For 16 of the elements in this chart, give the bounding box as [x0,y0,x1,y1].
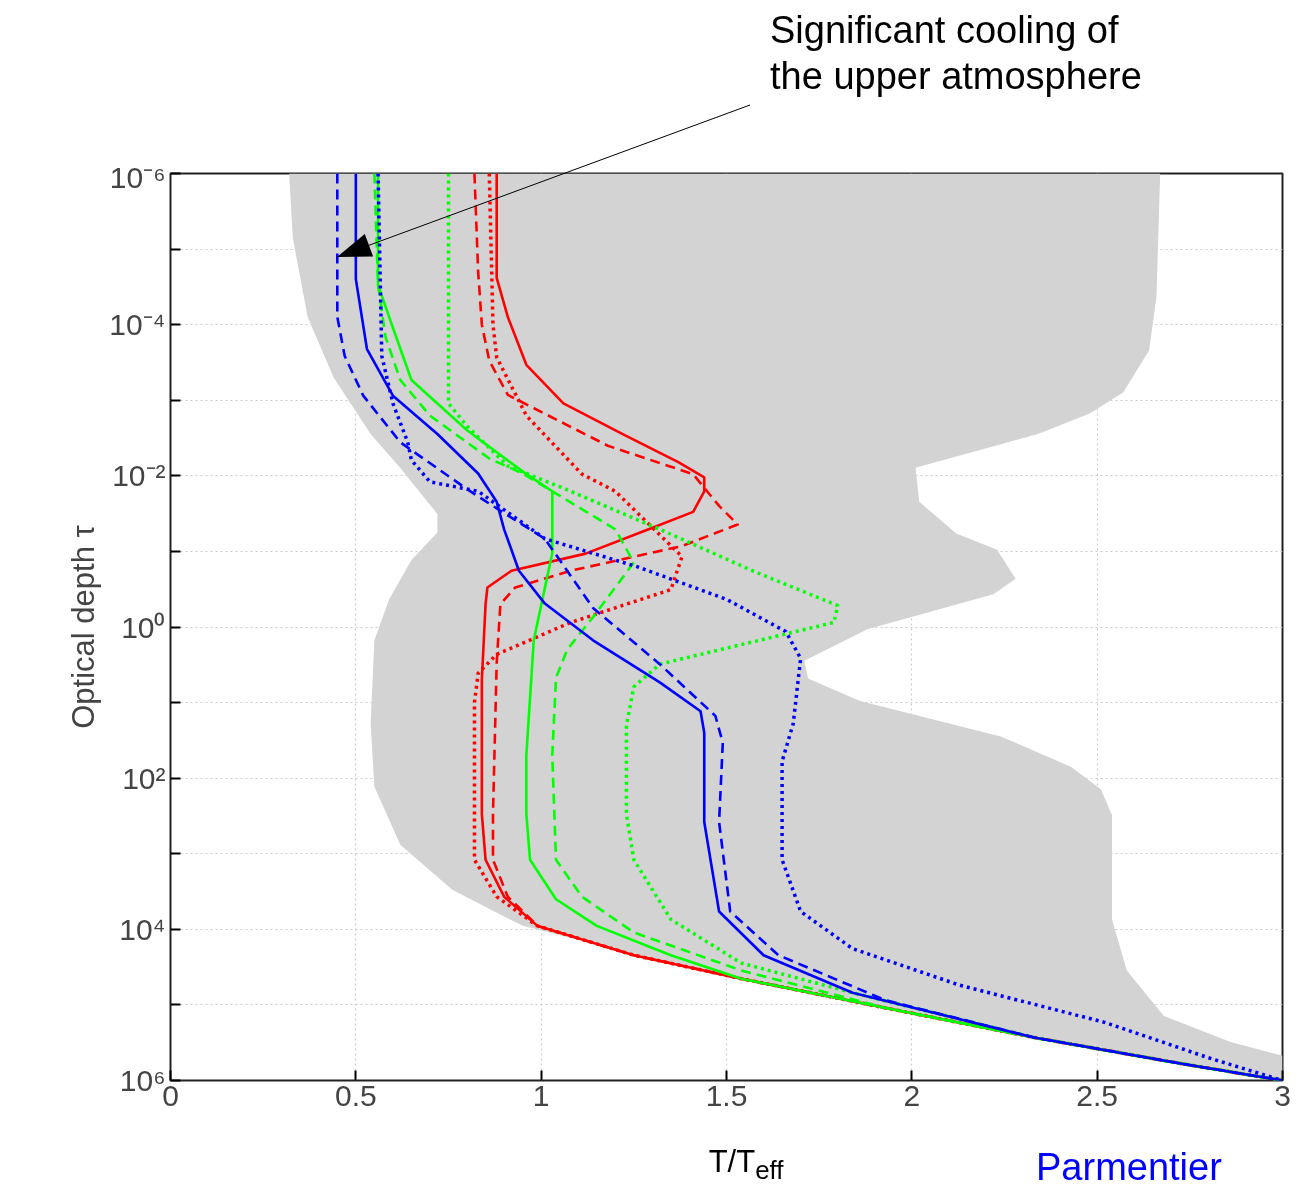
y-tick-label: 10⁰ [121,610,166,644]
x-tick-label: 1.5 [705,1078,748,1112]
y-tick-label: 10⁴ [119,912,166,946]
y-tick-label: 10⁻⁴ [109,308,166,342]
y-tick-label: 10⁻² [112,459,166,493]
x-tick-label: 2 [903,1078,921,1112]
x-tick-label: 0.5 [334,1078,377,1112]
x-tick-label: 1 [532,1078,550,1112]
y-tick-label: 10² [122,761,166,795]
y-axis-title: Optical depth τ [66,525,102,729]
x-tick-label: 3 [1274,1078,1291,1112]
text: Parmentier [1036,1145,1222,1185]
x-axis-title: T/T$_{eff}$ [708,1144,784,1185]
x-tick-label: 2.5 [1076,1078,1119,1112]
text: Significant cooling of the upper atmosphere [770,8,1142,99]
y-tick-label: 10⁻⁶ [109,160,166,194]
